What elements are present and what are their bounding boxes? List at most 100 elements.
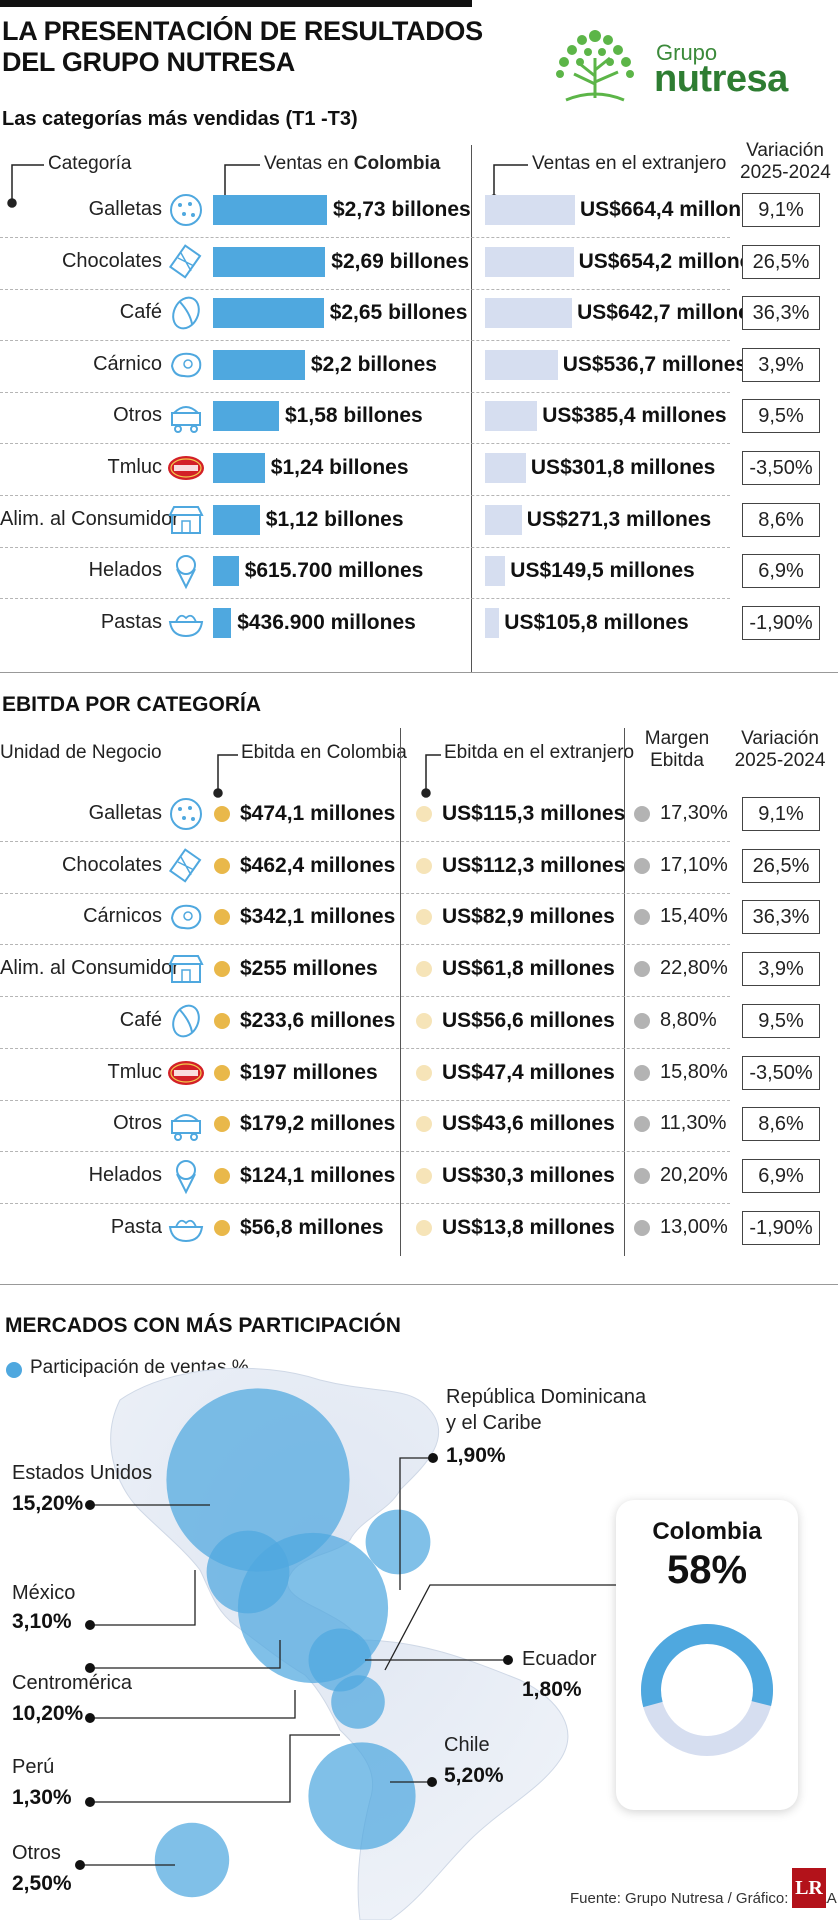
header-margin-line2: Ebitda — [650, 750, 704, 771]
leader-pin — [427, 1777, 437, 1787]
ebitda-variation-box: 36,3% — [742, 900, 820, 935]
header-variation: Variación 2025-2024 — [740, 140, 831, 184]
row-separator — [0, 546, 730, 548]
exterior-sales-value: US$271,3 millones — [526, 507, 712, 531]
cookie-icon — [170, 798, 202, 830]
title-line-1: LA PRESENTACIÓN DE RESULTADOS — [2, 16, 483, 46]
market-name-line2: y el Caribe — [446, 1412, 542, 1434]
unit-label: Alim. al Consumidor — [0, 957, 179, 980]
row-separator — [0, 1047, 730, 1049]
row-separator — [0, 391, 730, 393]
variation-box: 9,1% — [742, 193, 820, 227]
cookie-icon — [170, 194, 202, 226]
ebitda-variation-box: 6,9% — [742, 1158, 820, 1193]
colombia-share: 58% — [666, 1548, 748, 1592]
market-share: 10,20% — [12, 1702, 84, 1725]
ebitda-variation-box: 9,5% — [742, 1003, 820, 1038]
header-colombia-prefix: Ventas en — [264, 153, 354, 174]
ebitda-exterior-value: US$30,3 millones — [442, 1163, 615, 1187]
ice-cream-icon — [176, 555, 196, 590]
margin-value: 8,80% — [660, 1008, 717, 1031]
row-separator — [0, 1099, 730, 1101]
ice-cream-icon — [176, 1159, 196, 1195]
market-share: 15,20% — [12, 1492, 84, 1515]
market-share: 1,80% — [522, 1678, 582, 1701]
row-separator — [0, 996, 730, 998]
category-label: Otros — [113, 404, 162, 427]
unit-label: Galletas — [88, 802, 162, 824]
ebitda-exterior-value: US$56,6 millones — [442, 1008, 615, 1032]
header-unit: Unidad de Negocio — [0, 742, 162, 763]
logo-text-nutresa: nutresa — [654, 58, 788, 100]
legend-marker — [6, 1362, 22, 1378]
ebitda-variation-box: 9,1% — [742, 797, 820, 831]
ebitda-variation-box: 3,9% — [742, 952, 820, 987]
ebitda-colombia-value: $179,2 millones — [240, 1112, 396, 1136]
leader-pin — [75, 1860, 85, 1870]
ebitda-exterior-value: US$47,4 millones — [442, 1060, 615, 1084]
market-name: Perú — [12, 1756, 55, 1778]
coffee-bean-icon — [172, 1004, 200, 1038]
market-bubble — [154, 1822, 230, 1898]
exterior-sales-bar — [485, 349, 558, 380]
variation-box: -1,90% — [742, 605, 820, 640]
leader-line — [90, 1690, 296, 1719]
ebitda-variation-box: 26,5% — [742, 848, 820, 883]
colombia-name: Colombia — [652, 1518, 762, 1545]
header-margin: Margen Ebitda — [640, 728, 714, 772]
ebitda-colombia-value: $255 millones — [240, 957, 378, 981]
margin-dot — [634, 806, 650, 822]
header-colombia-sales: Ventas en Colombia — [264, 153, 440, 175]
unit-label: Café — [119, 1008, 162, 1031]
exterior-sales-bar — [485, 504, 522, 535]
category-label: Café — [119, 301, 162, 324]
colombia-sales-value: $1,24 billones — [270, 456, 409, 479]
colombia-dot — [214, 806, 230, 822]
header-margin-line1: Margen — [644, 728, 710, 749]
top-rule — [0, 0, 472, 7]
variation-box: 9,5% — [742, 399, 820, 434]
leader-line — [90, 1640, 281, 1669]
unit-label: Chocolates — [61, 853, 162, 876]
colombia-dot — [214, 1167, 230, 1184]
leader-line — [399, 1457, 433, 1590]
colombia-sales-value: $2,2 billones — [310, 352, 437, 376]
store-icon — [168, 505, 204, 534]
exterior-sales-value: US$536,7 millones — [562, 352, 748, 376]
header-ebitda-variation-line2: 2025-2024 — [734, 750, 826, 771]
pasta-bowl-icon — [168, 614, 204, 637]
colombia-dot — [214, 1219, 230, 1236]
row-separator — [0, 340, 730, 342]
colombia-sales-bar — [213, 195, 327, 225]
leader-line — [384, 1584, 640, 1671]
market-name: Centromérica — [12, 1672, 133, 1694]
markets-title: MERCADOS CON MÁS PARTICIPACIÓN — [5, 1314, 401, 1337]
header-ebitda-variation-line1: Variación — [741, 728, 819, 749]
margin-dot — [634, 909, 650, 926]
ebitda-exterior-value: US$13,8 millones — [442, 1215, 615, 1239]
market-share: 2,50% — [12, 1872, 72, 1895]
ebitda-colombia-value: $462,4 millones — [240, 853, 396, 877]
exterior-sales-value: US$149,5 millones — [510, 559, 695, 583]
variation-box: 36,3% — [742, 296, 820, 331]
colombia-sales-value: $1,58 billones — [285, 404, 423, 428]
nutresa-tree-icon — [556, 30, 634, 102]
colombia-sales-bar — [213, 453, 265, 483]
store-icon — [168, 955, 204, 984]
category-label: Tmluc — [107, 456, 162, 478]
row-separator — [0, 1202, 730, 1204]
colombia-donut — [641, 1624, 773, 1756]
coffee-bean-icon — [172, 296, 200, 330]
market-name: México — [12, 1582, 76, 1604]
market-bubble — [166, 1388, 350, 1572]
ebitda-colombia-value: $233,6 millones — [240, 1008, 396, 1032]
margin-dot — [634, 1116, 650, 1133]
lr-badge-text: LR — [795, 1877, 823, 1899]
exterior-sales-value: US$664,4 millones — [580, 198, 765, 221]
title-line-2: DEL GRUPO NUTRESA — [2, 47, 295, 77]
margin-dot — [634, 1064, 650, 1081]
margin-dot — [634, 1167, 650, 1184]
category-label: Chocolates — [61, 249, 162, 272]
header-colombia-bold: Colombia — [353, 153, 441, 174]
market-share: 3,10% — [12, 1610, 72, 1633]
